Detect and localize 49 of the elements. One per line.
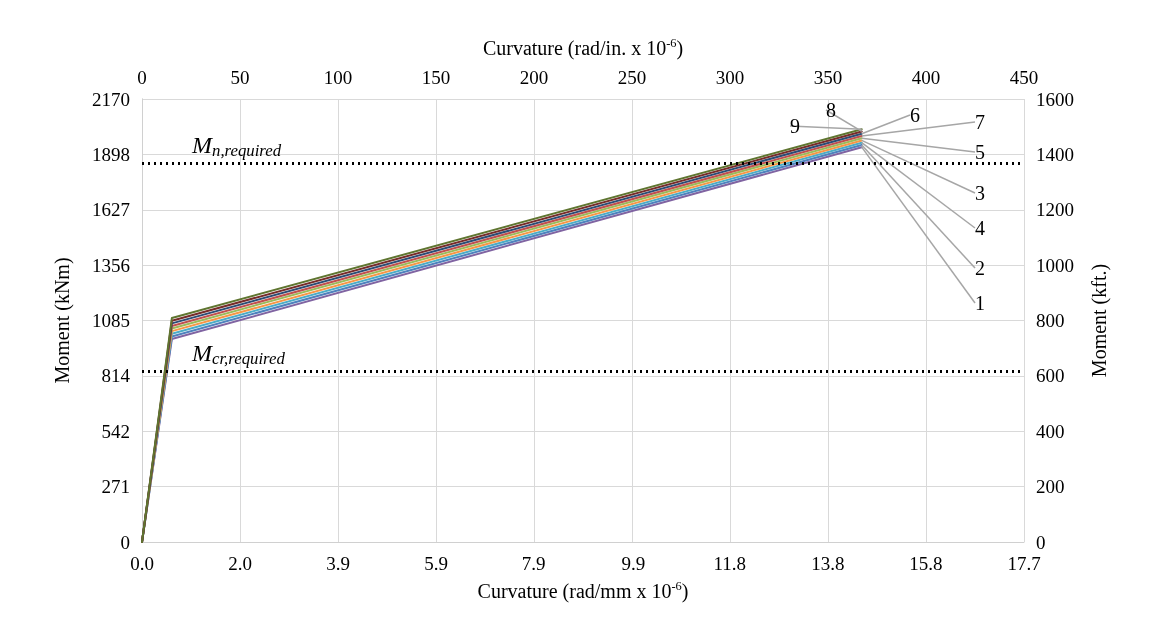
x-tick-label: 17.7 <box>1007 553 1041 574</box>
x2-tick-label: 450 <box>1009 67 1039 88</box>
y-tick-label: 814 <box>101 365 131 387</box>
y-tick-label: 0 <box>120 531 130 553</box>
x2-tick-label: 0 <box>137 67 147 88</box>
x-tick-label: 5.9 <box>424 553 449 574</box>
y2-tick-label: 600 <box>1036 365 1065 387</box>
y2-tick-label: 1000 <box>1036 254 1074 276</box>
series-label: 9 <box>790 115 800 137</box>
series-label: 8 <box>826 99 836 121</box>
y-tick-label: 1085 <box>92 310 130 331</box>
y2-tick-label: 1200 <box>1036 199 1074 221</box>
x-tick-label: 2.0 <box>228 553 252 574</box>
text: 5 <box>975 141 985 163</box>
x-tick-label: 7.9 <box>521 553 546 574</box>
x2-tick-label: 50 <box>230 67 250 88</box>
y2-tick-label: 800 <box>1036 310 1065 331</box>
x-tick-label: 11.8 <box>713 553 747 574</box>
x-tick-label: 13.8 <box>811 553 845 574</box>
text: 1 <box>975 292 985 314</box>
y2-tick-label: 1600 <box>1036 88 1074 110</box>
y-tick-label: 1356 <box>92 254 130 276</box>
y2-tick-label: 1400 <box>1036 143 1074 165</box>
text: 7 <box>975 111 985 133</box>
x2-tick-label: 150 <box>421 67 451 88</box>
x2-tick-label: 300 <box>715 67 745 88</box>
x2-tick-label: 250 <box>617 67 647 88</box>
x2-tick-label: 100 <box>323 67 353 88</box>
x2-tick-label: 400 <box>911 67 941 88</box>
y-tick-label: 542 <box>101 420 130 442</box>
x2-tick-label: 200 <box>519 67 549 88</box>
y-tick-label: 271 <box>101 476 130 498</box>
y2-tick-label: 400 <box>1036 420 1065 442</box>
y-tick-label: 2170 <box>92 88 130 110</box>
y2-tick-label: 200 <box>1036 476 1065 498</box>
text: 3 <box>975 182 985 204</box>
x2-tick-label: 350 <box>813 67 843 88</box>
y-tick-label: 1627 <box>92 199 130 221</box>
x-tick-label: 15.8 <box>909 553 943 574</box>
y-axis-title: Moment (kNm) <box>51 257 74 384</box>
y-tick-label: 1898 <box>92 143 130 165</box>
text: 6 <box>910 104 920 126</box>
x-tick-label: 0.0 <box>130 553 154 574</box>
x-tick-label: 3.9 <box>326 553 350 574</box>
x-tick-label: 9.9 <box>621 553 646 574</box>
text: 2 <box>975 257 985 279</box>
text: 4 <box>975 217 985 239</box>
y2-axis-title: Moment (kft.) <box>1088 263 1111 378</box>
y2-tick-label: 0 <box>1036 531 1046 553</box>
